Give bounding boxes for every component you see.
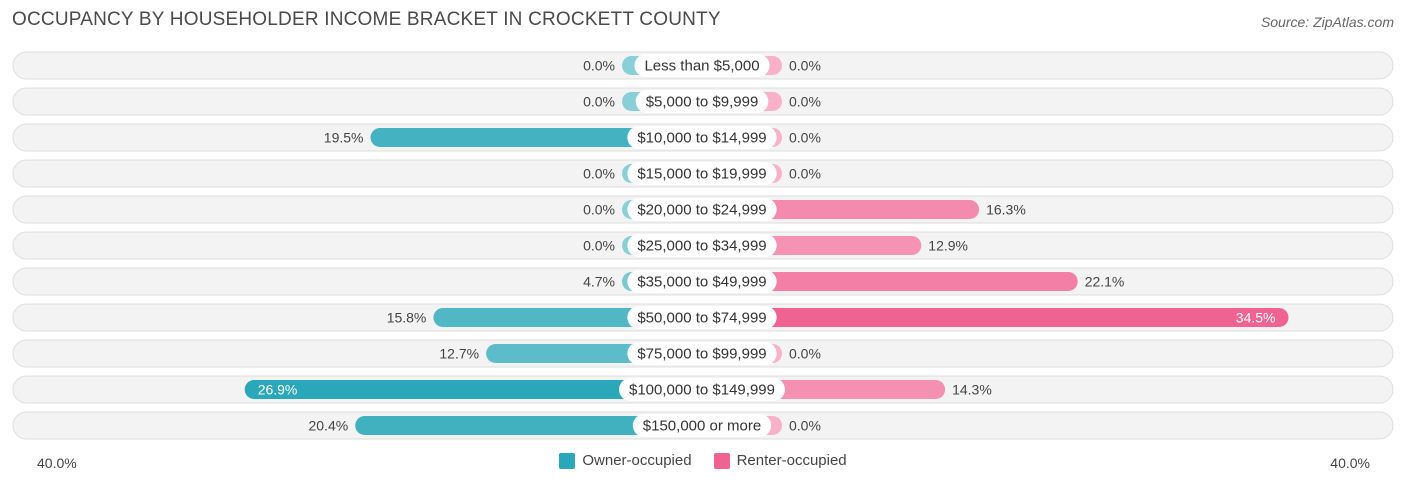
owner-value-label: 0.0% <box>583 58 615 74</box>
chart-title: OCCUPANCY BY HOUSEHOLDER INCOME BRACKET … <box>12 9 721 30</box>
legend-item-renter: Renter-occupied <box>713 452 847 469</box>
category-pill <box>632 414 772 437</box>
category-label: $35,000 to $49,999 <box>637 274 766 291</box>
category-label: $150,000 or more <box>643 418 761 435</box>
category-label: $25,000 to $34,999 <box>637 238 766 255</box>
renter-value-label: 14.3% <box>952 382 992 398</box>
owner-value-label: 26.9% <box>258 382 298 398</box>
category-label: $10,000 to $14,999 <box>637 130 766 147</box>
renter-value-label: 22.1% <box>1085 274 1125 290</box>
renter-value-label: 16.3% <box>986 202 1026 218</box>
owner-value-label: 0.0% <box>583 166 615 182</box>
category-label: $20,000 to $24,999 <box>637 202 766 219</box>
category-pill <box>635 90 769 113</box>
renter-value-label: 0.0% <box>789 418 821 434</box>
legend-swatch-owner <box>559 452 576 469</box>
legend: Owner-occupied Renter-occupied <box>0 452 1406 469</box>
category-label: Less than $5,000 <box>644 58 759 75</box>
category-label: $50,000 to $74,999 <box>637 310 766 327</box>
legend-label-owner: Owner-occupied <box>582 452 692 469</box>
renter-value-label: 34.5% <box>1236 310 1276 326</box>
category-pill <box>619 378 785 401</box>
category-label: $5,000 to $9,999 <box>646 94 759 111</box>
owner-bar <box>370 128 702 147</box>
source-note: Source: ZipAtlas.com <box>1260 14 1394 30</box>
axis-right-label: 40.0% <box>1330 455 1370 471</box>
owner-value-label: 12.7% <box>439 346 479 362</box>
owner-value-label: 4.7% <box>583 274 615 290</box>
category-pill <box>627 306 777 329</box>
category-pill <box>627 342 777 365</box>
owner-value-label: 19.5% <box>324 130 364 146</box>
owner-bar <box>244 380 702 399</box>
renter-value-label: 0.0% <box>789 58 821 74</box>
axis-left-label: 40.0% <box>37 455 77 471</box>
category-pill <box>627 198 777 221</box>
category-pill <box>634 54 770 77</box>
category-pill <box>627 162 777 185</box>
owner-value-label: 0.0% <box>583 238 615 254</box>
category-pill <box>627 234 777 257</box>
owner-value-label: 0.0% <box>583 94 615 110</box>
renter-value-label: 12.9% <box>928 238 968 254</box>
legend-item-owner: Owner-occupied <box>559 452 692 469</box>
legend-swatch-renter <box>713 452 730 469</box>
owner-value-label: 15.8% <box>387 310 427 326</box>
renter-value-label: 0.0% <box>789 94 821 110</box>
category-label: $75,000 to $99,999 <box>637 346 766 363</box>
category-label: $100,000 to $149,999 <box>629 382 775 399</box>
category-label: $15,000 to $19,999 <box>637 166 766 183</box>
renter-value-label: 0.0% <box>789 130 821 146</box>
owner-value-label: 0.0% <box>583 202 615 218</box>
legend-label-renter: Renter-occupied <box>736 452 847 469</box>
category-pill <box>627 126 777 149</box>
renter-bar <box>702 308 1289 327</box>
owner-value-label: 20.4% <box>308 418 348 434</box>
renter-bar <box>702 272 1078 291</box>
renter-value-label: 0.0% <box>789 346 821 362</box>
owner-bar <box>355 416 702 435</box>
category-pill <box>627 270 777 293</box>
renter-value-label: 0.0% <box>789 166 821 182</box>
